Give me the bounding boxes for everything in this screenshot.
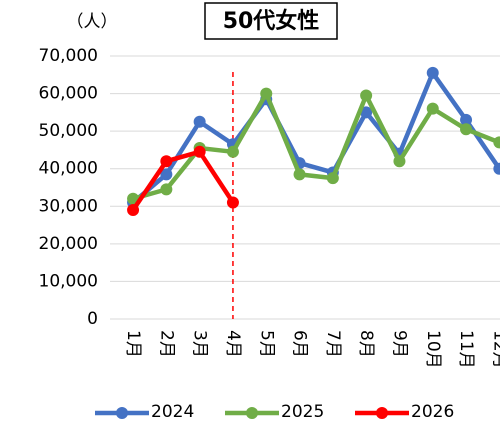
y-tick-label: 0 <box>87 309 98 329</box>
legend-marker <box>246 407 258 419</box>
data-point <box>326 172 339 185</box>
data-point <box>360 106 373 119</box>
x-tick-label: 11月 <box>456 330 476 369</box>
data-point <box>160 155 173 168</box>
x-tick-label: 4月 <box>223 330 243 358</box>
legend-label: 2024 <box>151 402 194 422</box>
x-tick-label: 9月 <box>389 330 409 358</box>
data-point <box>160 168 173 181</box>
title-box <box>204 2 338 40</box>
y-tick-label: 40,000 <box>39 159 98 179</box>
data-point <box>226 145 239 158</box>
data-point <box>460 113 473 126</box>
data-point <box>260 87 273 100</box>
data-point <box>426 102 439 115</box>
y-unit: （人） <box>67 12 118 32</box>
data-point <box>293 168 306 181</box>
series-line <box>131 149 235 212</box>
legend-marker <box>376 407 388 419</box>
x-tick-label: 5月 <box>256 330 276 358</box>
x-tick-label: 2月 <box>156 330 176 358</box>
legend-label: 2026 <box>411 402 454 422</box>
x-tick-label: 6月 <box>290 330 310 358</box>
y-tick-label: 70,000 <box>39 46 98 66</box>
series-line <box>131 70 500 205</box>
x-tick-label: 3月 <box>190 330 210 358</box>
y-tick-label: 20,000 <box>39 234 98 254</box>
x-tick-label: 1月 <box>123 330 143 358</box>
legend-label: 2025 <box>281 402 324 422</box>
data-point <box>160 183 173 196</box>
x-tick-label: 8月 <box>356 330 376 358</box>
data-point <box>426 66 439 79</box>
data-point <box>393 155 406 168</box>
data-point <box>193 145 206 158</box>
legend-marker <box>116 407 128 419</box>
data-point <box>193 115 206 128</box>
data-point <box>493 136 500 149</box>
data-point <box>226 196 239 209</box>
series-line <box>132 91 500 201</box>
y-tick-label: 30,000 <box>39 196 98 216</box>
data-point <box>460 123 473 136</box>
data-point <box>127 204 140 217</box>
y-tick-label: 60,000 <box>39 84 98 104</box>
data-point <box>493 162 500 175</box>
y-tick-label: 10,000 <box>39 271 98 291</box>
data-point <box>360 89 373 102</box>
x-tick-label: 7月 <box>323 330 343 358</box>
y-tick-label: 50,000 <box>39 121 98 141</box>
chart-title: 50代女性 <box>223 8 320 34</box>
x-tick-label: 10月 <box>423 330 443 369</box>
x-tick-label: 12月 <box>489 330 500 369</box>
